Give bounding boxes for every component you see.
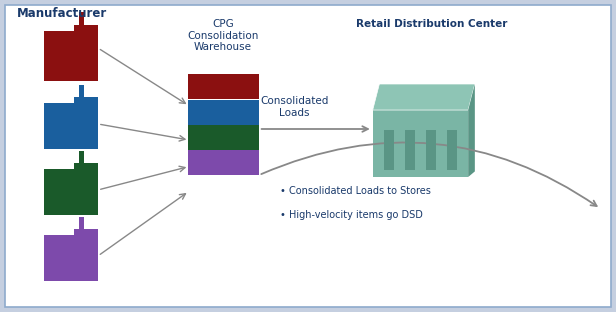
- FancyBboxPatch shape: [44, 119, 98, 149]
- FancyBboxPatch shape: [44, 48, 98, 81]
- FancyBboxPatch shape: [73, 97, 98, 119]
- FancyBboxPatch shape: [188, 100, 259, 125]
- Text: • Consolidated Loads to Stores: • Consolidated Loads to Stores: [280, 186, 431, 196]
- FancyBboxPatch shape: [188, 125, 259, 150]
- FancyBboxPatch shape: [79, 151, 84, 163]
- FancyBboxPatch shape: [5, 5, 611, 307]
- FancyBboxPatch shape: [44, 103, 73, 119]
- FancyBboxPatch shape: [73, 163, 98, 184]
- Text: CPG
Consolidation
Warehouse: CPG Consolidation Warehouse: [187, 19, 259, 52]
- Text: Consolidated
Loads: Consolidated Loads: [261, 96, 328, 118]
- Text: • High-velocity items go DSD: • High-velocity items go DSD: [280, 210, 423, 220]
- FancyBboxPatch shape: [44, 31, 73, 48]
- Text: Manufacturer: Manufacturer: [17, 7, 107, 20]
- FancyBboxPatch shape: [384, 130, 394, 170]
- FancyBboxPatch shape: [73, 25, 98, 48]
- FancyBboxPatch shape: [79, 85, 84, 97]
- FancyBboxPatch shape: [79, 217, 84, 229]
- FancyBboxPatch shape: [44, 251, 98, 281]
- FancyBboxPatch shape: [44, 184, 98, 215]
- FancyBboxPatch shape: [188, 74, 259, 99]
- FancyBboxPatch shape: [79, 12, 84, 25]
- FancyBboxPatch shape: [447, 130, 456, 170]
- FancyBboxPatch shape: [405, 130, 415, 170]
- FancyBboxPatch shape: [44, 169, 73, 184]
- FancyBboxPatch shape: [426, 130, 436, 170]
- Text: Retail Distribution Center: Retail Distribution Center: [355, 19, 507, 29]
- FancyBboxPatch shape: [373, 110, 468, 177]
- Polygon shape: [373, 84, 475, 110]
- FancyBboxPatch shape: [188, 150, 259, 175]
- FancyBboxPatch shape: [73, 229, 98, 251]
- FancyBboxPatch shape: [44, 235, 73, 251]
- Polygon shape: [468, 84, 475, 177]
